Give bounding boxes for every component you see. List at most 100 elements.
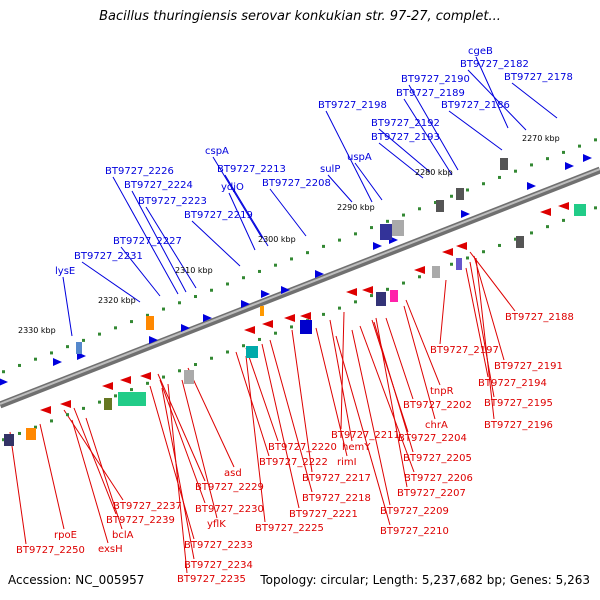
reverse-gene-label[interactable]: rimI — [337, 457, 357, 468]
gene-block[interactable] — [390, 290, 398, 302]
forward-gene-label[interactable]: BT9727_2182 — [460, 59, 529, 70]
gene-block[interactable] — [436, 200, 444, 212]
reverse-gene-label[interactable]: BT9727_2218 — [302, 493, 371, 504]
forward-gene-label[interactable]: BT9727_2213 — [217, 164, 286, 175]
reverse-gene-label[interactable]: BT9727_2188 — [505, 312, 574, 323]
reverse-gene-label[interactable]: exsH — [98, 544, 123, 555]
reverse-gene-label[interactable]: BT9727_2205 — [403, 453, 472, 464]
forward-gene-label[interactable]: BT9727_2189 — [396, 88, 465, 99]
gene-features[interactable] — [0, 154, 592, 446]
forward-gene-arrow[interactable] — [149, 336, 158, 344]
reverse-gene-arrow[interactable] — [140, 372, 151, 380]
forward-gene-arrow[interactable] — [181, 324, 190, 332]
forward-gene-arrow[interactable] — [241, 300, 250, 308]
reverse-gene-label[interactable]: yflK — [207, 519, 226, 530]
reverse-gene-label[interactable]: BT9727_2234 — [184, 560, 253, 571]
reverse-gene-arrow[interactable] — [40, 406, 51, 414]
gene-labels[interactable]: 2270 kbp 2280 kbp 2290 kbp 2300 kbp 2310 kbp… — [16, 46, 574, 585]
gene-block[interactable] — [456, 258, 462, 270]
forward-gene-label[interactable]: BT9727_2208 — [262, 178, 331, 189]
gene-block[interactable] — [146, 316, 154, 330]
reverse-gene-arrow[interactable] — [558, 202, 569, 210]
gene-block[interactable] — [380, 224, 392, 240]
forward-gene-label[interactable]: BT9727_2190 — [401, 74, 470, 85]
reverse-gene-arrow[interactable] — [362, 286, 373, 294]
reverse-gene-arrow[interactable] — [60, 400, 71, 408]
forward-gene-label[interactable]: BT9727_2223 — [138, 196, 207, 207]
forward-gene-arrow[interactable] — [315, 270, 324, 278]
reverse-gene-arrow[interactable] — [262, 320, 273, 328]
forward-gene-label[interactable]: BT9727_2198 — [318, 100, 387, 111]
reverse-gene-label[interactable]: BT9727_2210 — [380, 526, 449, 537]
gene-block[interactable] — [456, 188, 464, 200]
forward-gene-arrow[interactable] — [373, 242, 382, 250]
gene-block[interactable] — [260, 306, 264, 316]
forward-gene-arrow[interactable] — [583, 154, 592, 162]
forward-gene-label[interactable]: BT9727_2227 — [113, 236, 182, 247]
forward-gene-label[interactable]: BT9727_2193 — [371, 132, 440, 143]
forward-gene-arrow[interactable] — [203, 314, 212, 322]
reverse-gene-arrow[interactable] — [346, 288, 357, 296]
forward-gene-label[interactable]: BT9727_2186 — [441, 100, 510, 111]
forward-gene-arrow[interactable] — [53, 358, 62, 366]
gene-block[interactable] — [184, 370, 194, 384]
forward-gene-label[interactable]: uspA — [347, 152, 372, 163]
gene-block[interactable] — [376, 292, 386, 306]
forward-gene-label[interactable]: BT9727_2231 — [74, 251, 143, 262]
gene-block[interactable] — [574, 204, 586, 216]
reverse-gene-arrow[interactable] — [456, 242, 467, 250]
forward-gene-label[interactable]: ydjO — [221, 182, 244, 193]
reverse-gene-label[interactable]: BT9727_2202 — [403, 400, 472, 411]
reverse-gene-arrow[interactable] — [102, 382, 113, 390]
reverse-gene-label[interactable]: tnpR — [430, 386, 454, 397]
forward-gene-label[interactable]: BT9727_2226 — [105, 166, 174, 177]
forward-gene-arrow[interactable] — [527, 182, 536, 190]
reverse-gene-arrow[interactable] — [540, 208, 551, 216]
reverse-gene-label[interactable]: BT9727_2225 — [255, 523, 324, 534]
gene-block[interactable] — [500, 158, 508, 170]
forward-gene-arrow[interactable] — [565, 162, 574, 170]
forward-gene-arrow[interactable] — [0, 378, 8, 386]
reverse-gene-label[interactable]: BT9727_2235 — [177, 574, 246, 585]
gene-block[interactable] — [300, 320, 312, 334]
reverse-gene-label[interactable]: bclA — [112, 530, 134, 541]
reverse-gene-label[interactable]: BT9727_2204 — [398, 433, 467, 444]
reverse-gene-label[interactable]: BT9727_2194 — [478, 378, 547, 389]
reverse-gene-arrow[interactable] — [414, 266, 425, 274]
reverse-gene-arrow[interactable] — [442, 248, 453, 256]
gene-block[interactable] — [392, 220, 404, 236]
forward-gene-arrow[interactable] — [261, 290, 270, 298]
reverse-gene-label[interactable]: hemY — [342, 442, 371, 453]
reverse-gene-label[interactable]: BT9727_2229 — [195, 482, 264, 493]
forward-gene-label[interactable]: cspA — [205, 146, 229, 157]
reverse-gene-label[interactable]: BT9727_2211 — [331, 430, 400, 441]
reverse-gene-label[interactable]: BT9727_2207 — [397, 488, 466, 499]
reverse-gene-arrow[interactable] — [284, 314, 295, 322]
reverse-gene-label[interactable]: BT9727_2217 — [302, 473, 371, 484]
forward-gene-arrow[interactable] — [281, 286, 290, 294]
reverse-gene-label[interactable]: BT9727_2239 — [106, 515, 175, 526]
reverse-gene-arrow[interactable] — [300, 312, 311, 320]
reverse-gene-label[interactable]: BT9727_2233 — [184, 540, 253, 551]
forward-gene-label[interactable]: BT9727_2178 — [504, 72, 573, 83]
reverse-gene-label[interactable]: BT9727_2220 — [268, 442, 337, 453]
reverse-gene-label[interactable]: BT9727_2191 — [494, 361, 563, 372]
forward-gene-label[interactable]: cgeB — [468, 46, 493, 57]
forward-gene-label[interactable]: BT9727_2192 — [371, 118, 440, 129]
reverse-gene-label[interactable]: BT9727_2230 — [195, 504, 264, 515]
reverse-gene-label[interactable]: asd — [224, 468, 242, 479]
gene-block[interactable] — [26, 428, 36, 440]
reverse-gene-label[interactable]: BT9727_2197 — [430, 345, 499, 356]
gene-block[interactable] — [432, 266, 440, 278]
reverse-gene-label[interactable]: BT9727_2196 — [484, 420, 553, 431]
reverse-gene-label[interactable]: BT9727_2221 — [289, 509, 358, 520]
forward-gene-label[interactable]: BT9727_2219 — [184, 210, 253, 221]
reverse-gene-arrow[interactable] — [244, 326, 255, 334]
reverse-gene-label[interactable]: BT9727_2222 — [259, 457, 328, 468]
gene-block[interactable] — [4, 434, 14, 446]
reverse-gene-arrow[interactable] — [120, 376, 131, 384]
reverse-gene-label[interactable]: BT9727_2195 — [484, 398, 553, 409]
reverse-gene-label[interactable]: chrA — [425, 420, 448, 431]
reverse-gene-label[interactable]: BT9727_2206 — [404, 473, 473, 484]
